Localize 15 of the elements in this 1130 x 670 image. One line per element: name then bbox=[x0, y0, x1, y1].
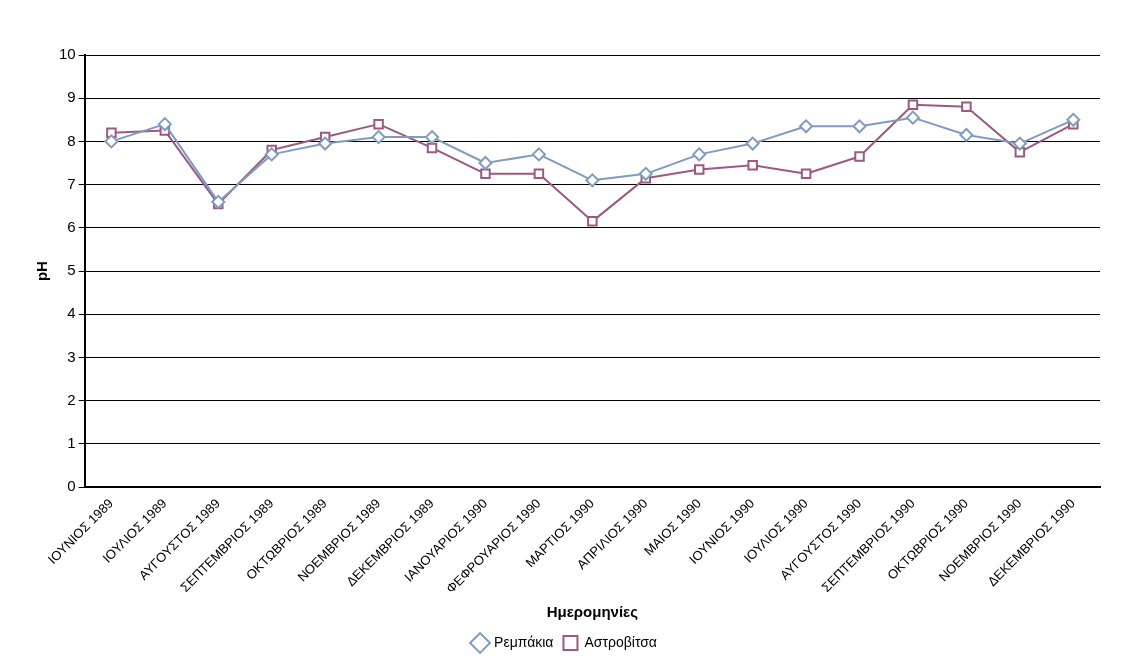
y-tick-label: 3 bbox=[67, 347, 76, 365]
y-tick-label: 7 bbox=[67, 174, 76, 192]
y-tick-label: 5 bbox=[67, 261, 76, 279]
y-tick-label: 8 bbox=[67, 131, 76, 149]
y-tick-label: 6 bbox=[67, 217, 76, 235]
y-tick-label: 0 bbox=[67, 477, 76, 495]
y-axis-title: pH bbox=[33, 261, 51, 282]
y-tick-label: 1 bbox=[67, 434, 76, 452]
y-tick-label: 9 bbox=[67, 88, 76, 106]
y-tick-label: 10 bbox=[59, 45, 76, 63]
x-axis-title: Ημερομηνίες bbox=[546, 603, 639, 621]
y-tick-label: 2 bbox=[67, 390, 76, 408]
legend-label: Αστροβίτσα bbox=[584, 633, 657, 650]
y-tick-label: 4 bbox=[67, 304, 76, 322]
legend-label: Ρεμπάκια bbox=[494, 633, 554, 650]
